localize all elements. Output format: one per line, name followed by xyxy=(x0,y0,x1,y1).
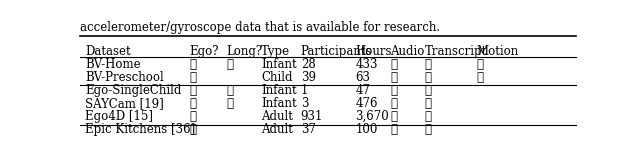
Text: ✓: ✓ xyxy=(189,58,196,71)
Text: BV-Home: BV-Home xyxy=(85,58,141,71)
Text: Long?: Long? xyxy=(227,45,262,58)
Text: ✓: ✓ xyxy=(189,71,196,84)
Text: ✓: ✓ xyxy=(189,84,196,97)
Text: 476: 476 xyxy=(355,97,378,110)
Text: ✓: ✓ xyxy=(425,58,432,71)
Text: Audio: Audio xyxy=(390,45,424,58)
Text: ✓: ✓ xyxy=(189,110,196,123)
Text: 28: 28 xyxy=(301,58,316,71)
Text: ✓: ✓ xyxy=(425,110,432,123)
Text: ✓: ✓ xyxy=(390,97,397,110)
Text: Ego-SingleChild: Ego-SingleChild xyxy=(85,84,181,97)
Text: SAYCam [19]: SAYCam [19] xyxy=(85,97,164,110)
Text: 63: 63 xyxy=(355,71,371,84)
Text: Dataset: Dataset xyxy=(85,45,131,58)
Text: Ego?: Ego? xyxy=(189,45,219,58)
Text: ✓: ✓ xyxy=(390,58,397,71)
Text: 37: 37 xyxy=(301,123,316,136)
Text: ✓: ✓ xyxy=(227,97,234,110)
Text: 3: 3 xyxy=(301,97,308,110)
Text: 1: 1 xyxy=(301,84,308,97)
Text: Adult: Adult xyxy=(261,123,293,136)
Text: Infant: Infant xyxy=(261,58,297,71)
Text: ✓: ✓ xyxy=(390,110,397,123)
Text: Infant: Infant xyxy=(261,97,297,110)
Text: ✓: ✓ xyxy=(189,97,196,110)
Text: ✓: ✓ xyxy=(477,58,484,71)
Text: BV-Preschool: BV-Preschool xyxy=(85,71,164,84)
Text: Transcript: Transcript xyxy=(425,45,487,58)
Text: ✓: ✓ xyxy=(477,71,484,84)
Text: 3,670: 3,670 xyxy=(355,110,389,123)
Text: ✓: ✓ xyxy=(390,84,397,97)
Text: Motion: Motion xyxy=(477,45,519,58)
Text: accelerometer/gyroscope data that is available for research.: accelerometer/gyroscope data that is ava… xyxy=(80,21,440,34)
Text: Adult: Adult xyxy=(261,110,293,123)
Text: 433: 433 xyxy=(355,58,378,71)
Text: ✓: ✓ xyxy=(390,123,397,136)
Text: ✓: ✓ xyxy=(189,123,196,136)
Text: ✓: ✓ xyxy=(227,84,234,97)
Text: ✓: ✓ xyxy=(390,71,397,84)
Text: ✓: ✓ xyxy=(425,84,432,97)
Text: ✓: ✓ xyxy=(425,71,432,84)
Text: Ego4D [15]: Ego4D [15] xyxy=(85,110,153,123)
Text: 100: 100 xyxy=(355,123,378,136)
Text: Child: Child xyxy=(261,71,292,84)
Text: Epic Kitchens [36]: Epic Kitchens [36] xyxy=(85,123,195,136)
Text: ✓: ✓ xyxy=(425,123,432,136)
Text: Participants: Participants xyxy=(301,45,372,58)
Text: Infant: Infant xyxy=(261,84,297,97)
Text: 47: 47 xyxy=(355,84,371,97)
Text: Hours: Hours xyxy=(355,45,392,58)
Text: ✓: ✓ xyxy=(425,97,432,110)
Text: 39: 39 xyxy=(301,71,316,84)
Text: ✓: ✓ xyxy=(227,58,234,71)
Text: 931: 931 xyxy=(301,110,323,123)
Text: Type: Type xyxy=(261,45,290,58)
